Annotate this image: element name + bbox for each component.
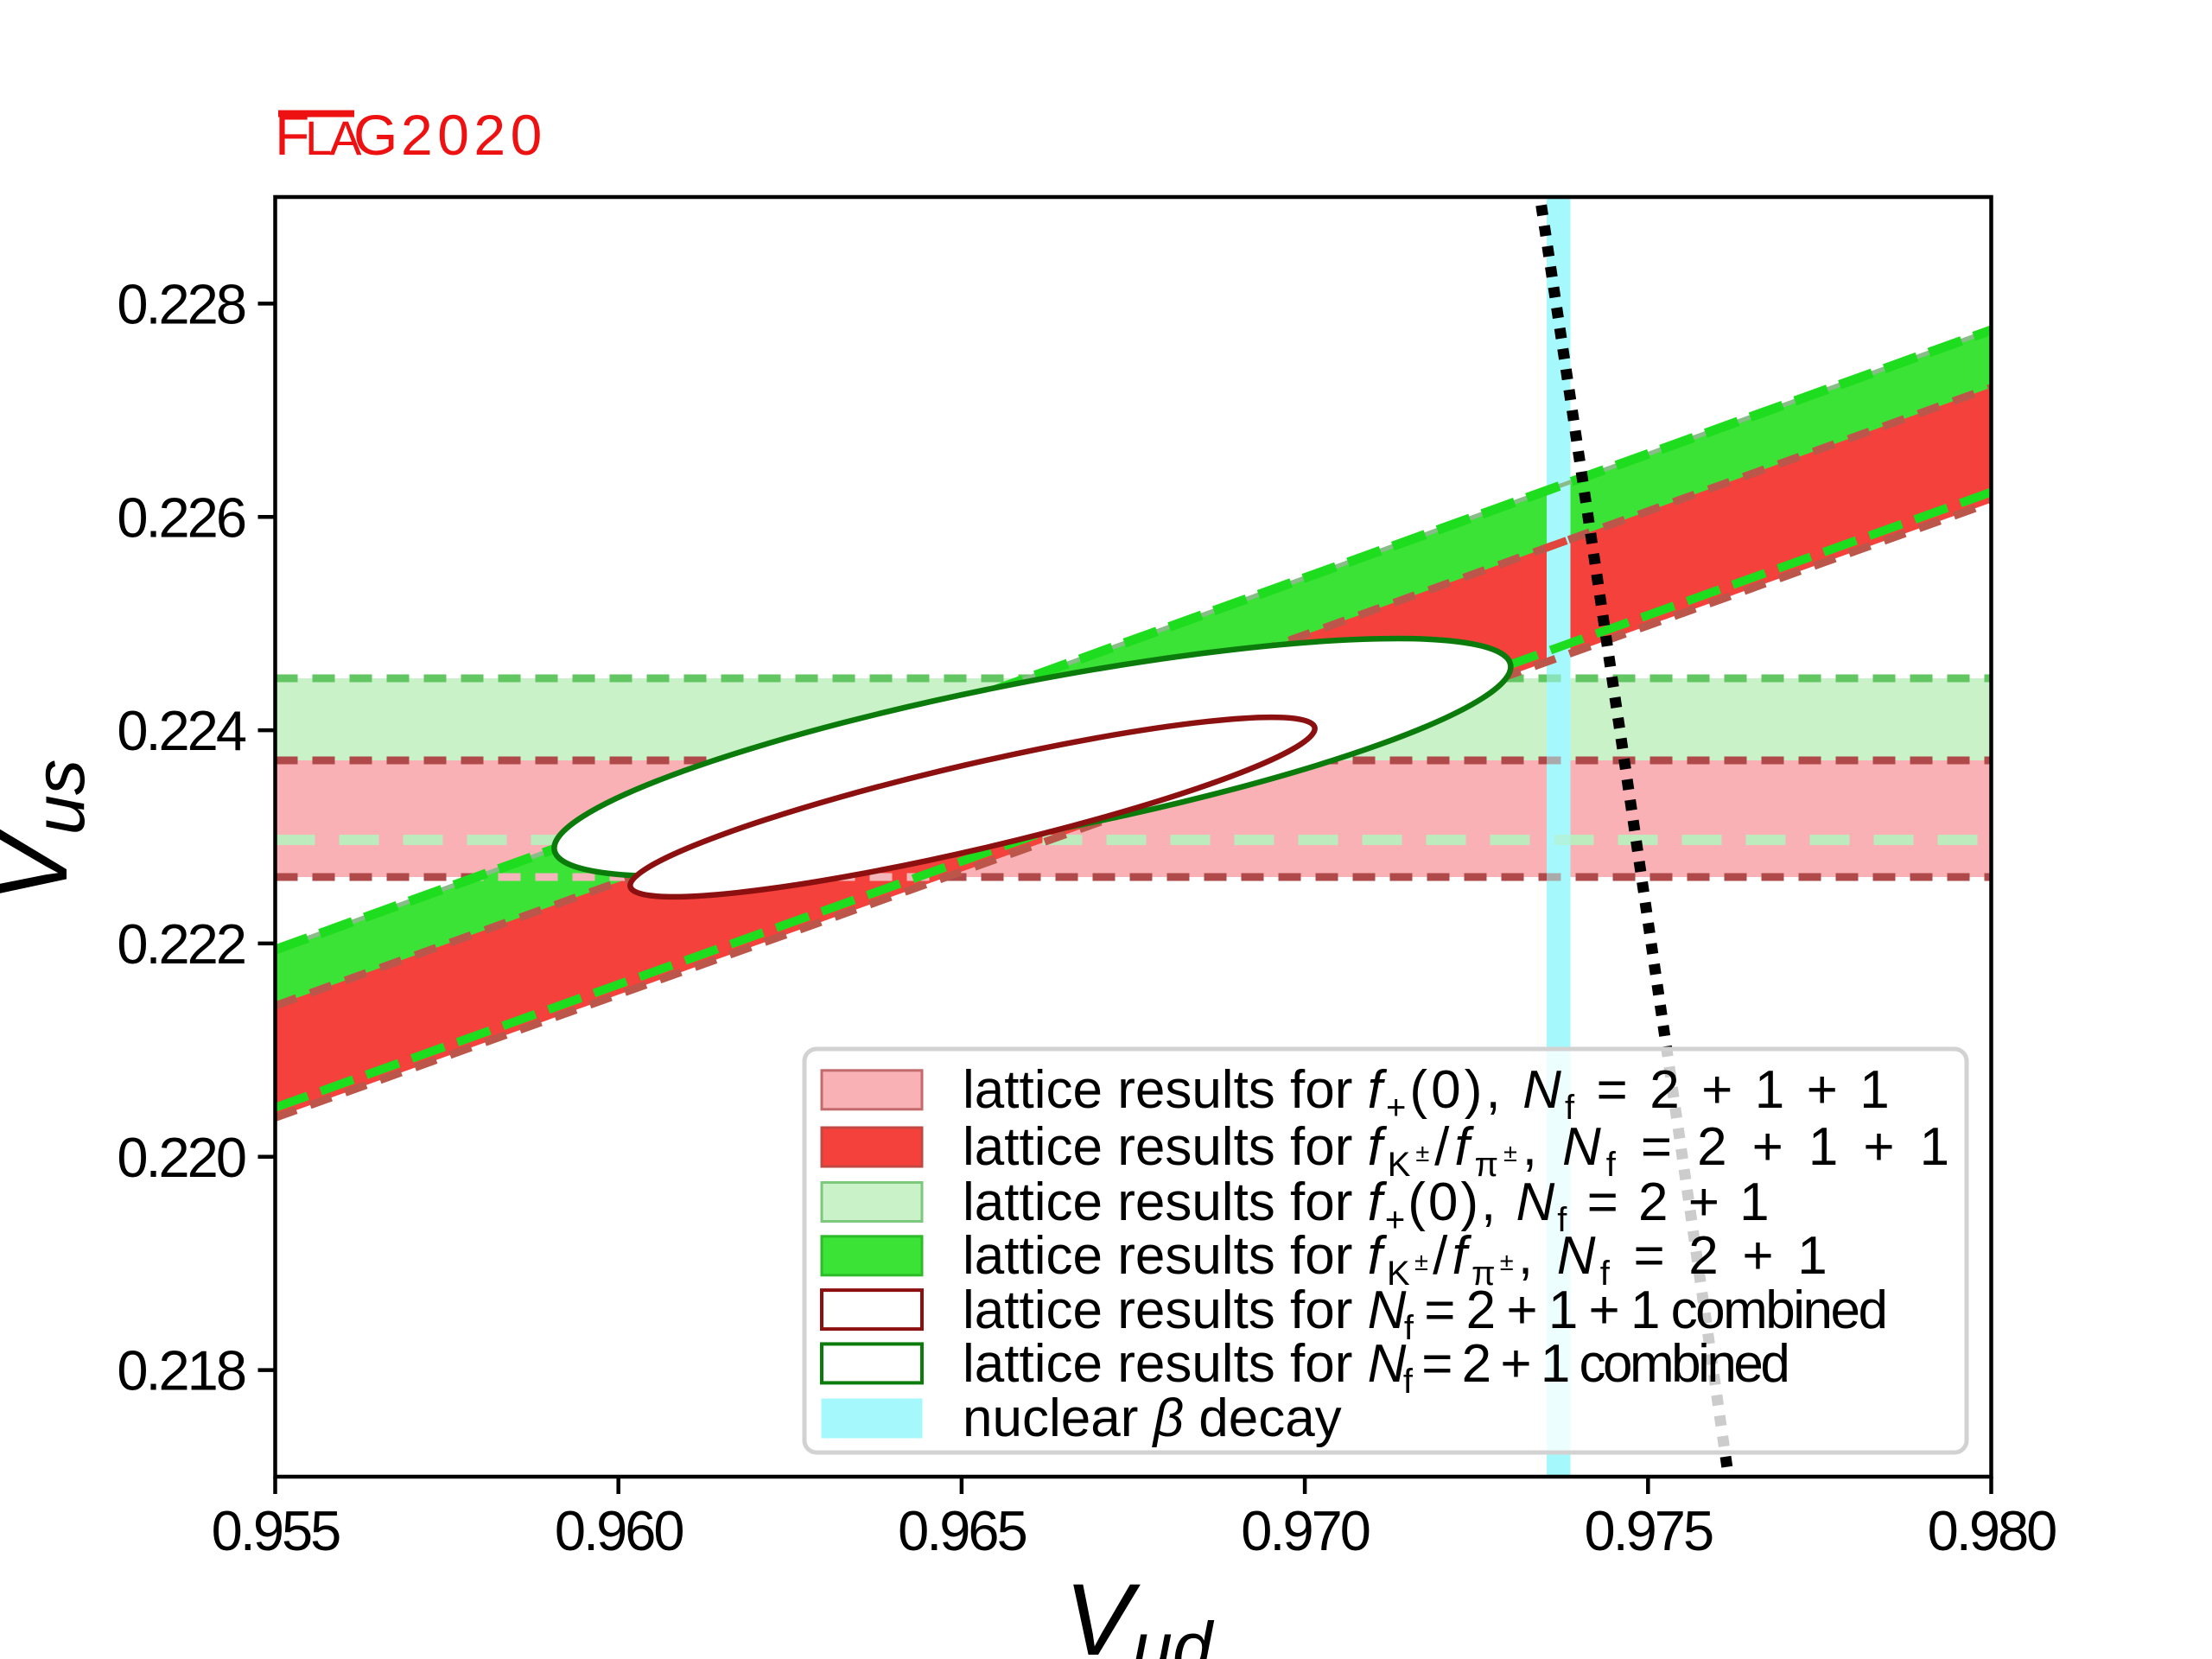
svg-text:0.960: 0.960 bbox=[555, 1499, 683, 1562]
svg-text:lattice results for f+​(0), Nf: lattice results for f+​(0), Nf​ = 2 + 1 bbox=[963, 1173, 1772, 1239]
svg-text:0.970: 0.970 bbox=[1241, 1499, 1370, 1562]
svg-text:0.955: 0.955 bbox=[212, 1499, 340, 1562]
svg-text:LA: LA bbox=[305, 111, 362, 165]
svg-text:0.224: 0.224 bbox=[117, 699, 246, 762]
svg-text:lattice results for Nf​ = 2 +: lattice results for Nf​ = 2 + 1 + 1 comb… bbox=[963, 1281, 1886, 1347]
svg-text:2020: 2020 bbox=[401, 103, 547, 167]
svg-text:Vud: Vud bbox=[1065, 1563, 1215, 1659]
svg-text:0.226: 0.226 bbox=[117, 486, 245, 549]
svg-text:0.975: 0.975 bbox=[1584, 1499, 1713, 1562]
svg-text:G: G bbox=[353, 103, 397, 167]
svg-text:lattice results for fK​±​/fπ​±: lattice results for fK​±​/fπ​±​, Nf​ = 2… bbox=[963, 1117, 1955, 1184]
svg-text:lattice results for Nf​ = 2 +: lattice results for Nf​ = 2 + 1 combined bbox=[963, 1334, 1787, 1401]
svg-text:0.980: 0.980 bbox=[1928, 1499, 2056, 1562]
svg-text:0.965: 0.965 bbox=[898, 1499, 1027, 1562]
svg-text:0.218: 0.218 bbox=[117, 1339, 245, 1402]
svg-text:nuclear β decay: nuclear β decay bbox=[963, 1389, 1342, 1448]
svg-text:lattice results for fK​±​/fπ​±: lattice results for fK​±​/fπ​±​, Nf​ = 2… bbox=[963, 1226, 1832, 1293]
svg-text:0.228: 0.228 bbox=[117, 272, 245, 335]
svg-text:0.220: 0.220 bbox=[117, 1126, 245, 1189]
svg-text:lattice results for f+​(0), Nf: lattice results for f+​(0), Nf​ = 2 + 1 … bbox=[963, 1060, 1893, 1127]
svg-text:0.222: 0.222 bbox=[117, 912, 245, 976]
